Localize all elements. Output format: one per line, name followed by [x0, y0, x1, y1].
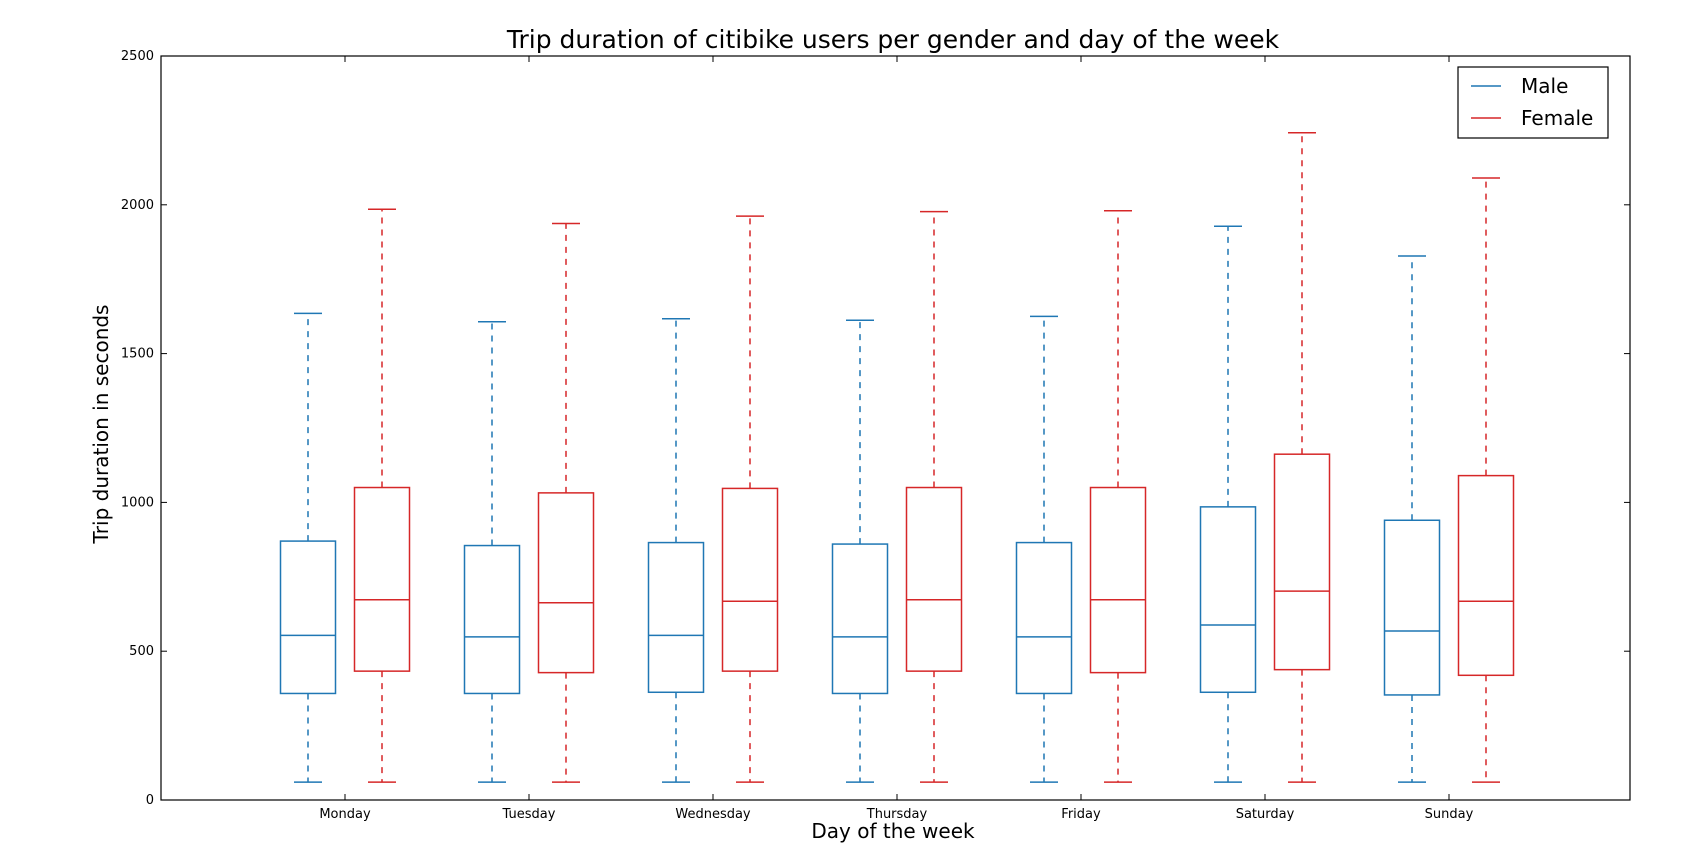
box-male-monday: [279, 312, 337, 783]
iqr-box: [1383, 519, 1441, 696]
iqr-box: [647, 541, 705, 694]
box-female-sunday: [1457, 177, 1515, 783]
y-tick-label: 1000: [121, 495, 154, 510]
x-tick-label: Sunday: [1425, 807, 1474, 822]
legend-box: [1457, 66, 1609, 139]
chart-title: Trip duration of citibike users per gend…: [506, 25, 1280, 54]
iqr-box: [279, 540, 337, 695]
x-tick-label: Saturday: [1236, 807, 1295, 822]
iqr-box: [463, 544, 521, 695]
iqr-box: [905, 486, 963, 672]
iqr-box: [1199, 506, 1257, 694]
box-female-thursday: [905, 210, 963, 783]
plot-area: [279, 132, 1515, 783]
legend-label-male: Male: [1521, 74, 1568, 98]
iqr-box: [353, 486, 411, 672]
axes: 0 500 1000 1500 2000 2500 Monday Tuesday Wednesd…: [121, 49, 1631, 822]
y-tick-label: 2000: [121, 198, 154, 213]
iqr-box: [1089, 486, 1147, 674]
box-female-friday: [1089, 210, 1147, 783]
iqr-box: [1273, 453, 1331, 671]
iqr-box: [1457, 474, 1515, 677]
iqr-box: [831, 543, 889, 695]
box-female-wednesday: [721, 215, 779, 783]
iqr-box: [537, 492, 595, 674]
plot-frame: [160, 55, 1631, 801]
legend: Male Female: [1457, 66, 1609, 139]
iqr-box: [1015, 541, 1073, 695]
y-tick-label: 1500: [121, 347, 154, 362]
x-tick-label: Friday: [1061, 807, 1101, 822]
x-tick-label: Tuesday: [502, 807, 556, 822]
x-tick-label: Monday: [319, 807, 371, 822]
iqr-box: [721, 487, 779, 672]
x-tick-label: Wednesday: [675, 807, 751, 822]
box-male-saturday: [1199, 225, 1257, 783]
y-tick-label: 2500: [121, 49, 154, 64]
y-axis-title: Trip duration in seconds: [89, 305, 113, 545]
x-tick-label: Thursday: [866, 807, 928, 822]
y-tick-label: 0: [146, 793, 154, 808]
legend-label-female: Female: [1521, 106, 1593, 130]
box-male-wednesday: [647, 318, 705, 783]
box-male-thursday: [831, 319, 889, 783]
box-male-sunday: [1383, 255, 1441, 783]
box-male-tuesday: [463, 321, 521, 783]
box-male-friday: [1015, 315, 1073, 783]
box-female-monday: [353, 208, 411, 783]
box-female-saturday: [1273, 132, 1331, 783]
x-axis-title: Day of the week: [811, 819, 975, 843]
y-tick-label: 500: [129, 644, 154, 659]
box-female-tuesday: [537, 222, 595, 783]
